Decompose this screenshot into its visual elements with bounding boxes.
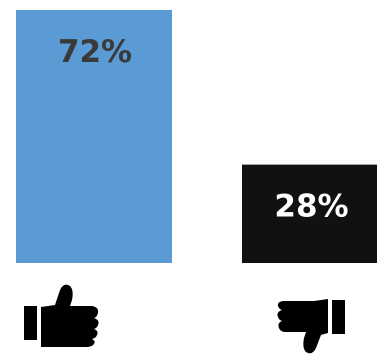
- thumbs-up-value-label: 72%: [58, 34, 132, 70]
- bars-group: [16, 10, 377, 263]
- thumbs-up-icon: [24, 284, 99, 347]
- thumbs-down-icon: [277, 299, 345, 354]
- thumbs-up-bar: [16, 10, 172, 263]
- thumbs-down-bar: [242, 164, 377, 263]
- thumbs-down-value-label: 28%: [274, 189, 348, 225]
- labels-group: 72% 28%: [58, 34, 349, 225]
